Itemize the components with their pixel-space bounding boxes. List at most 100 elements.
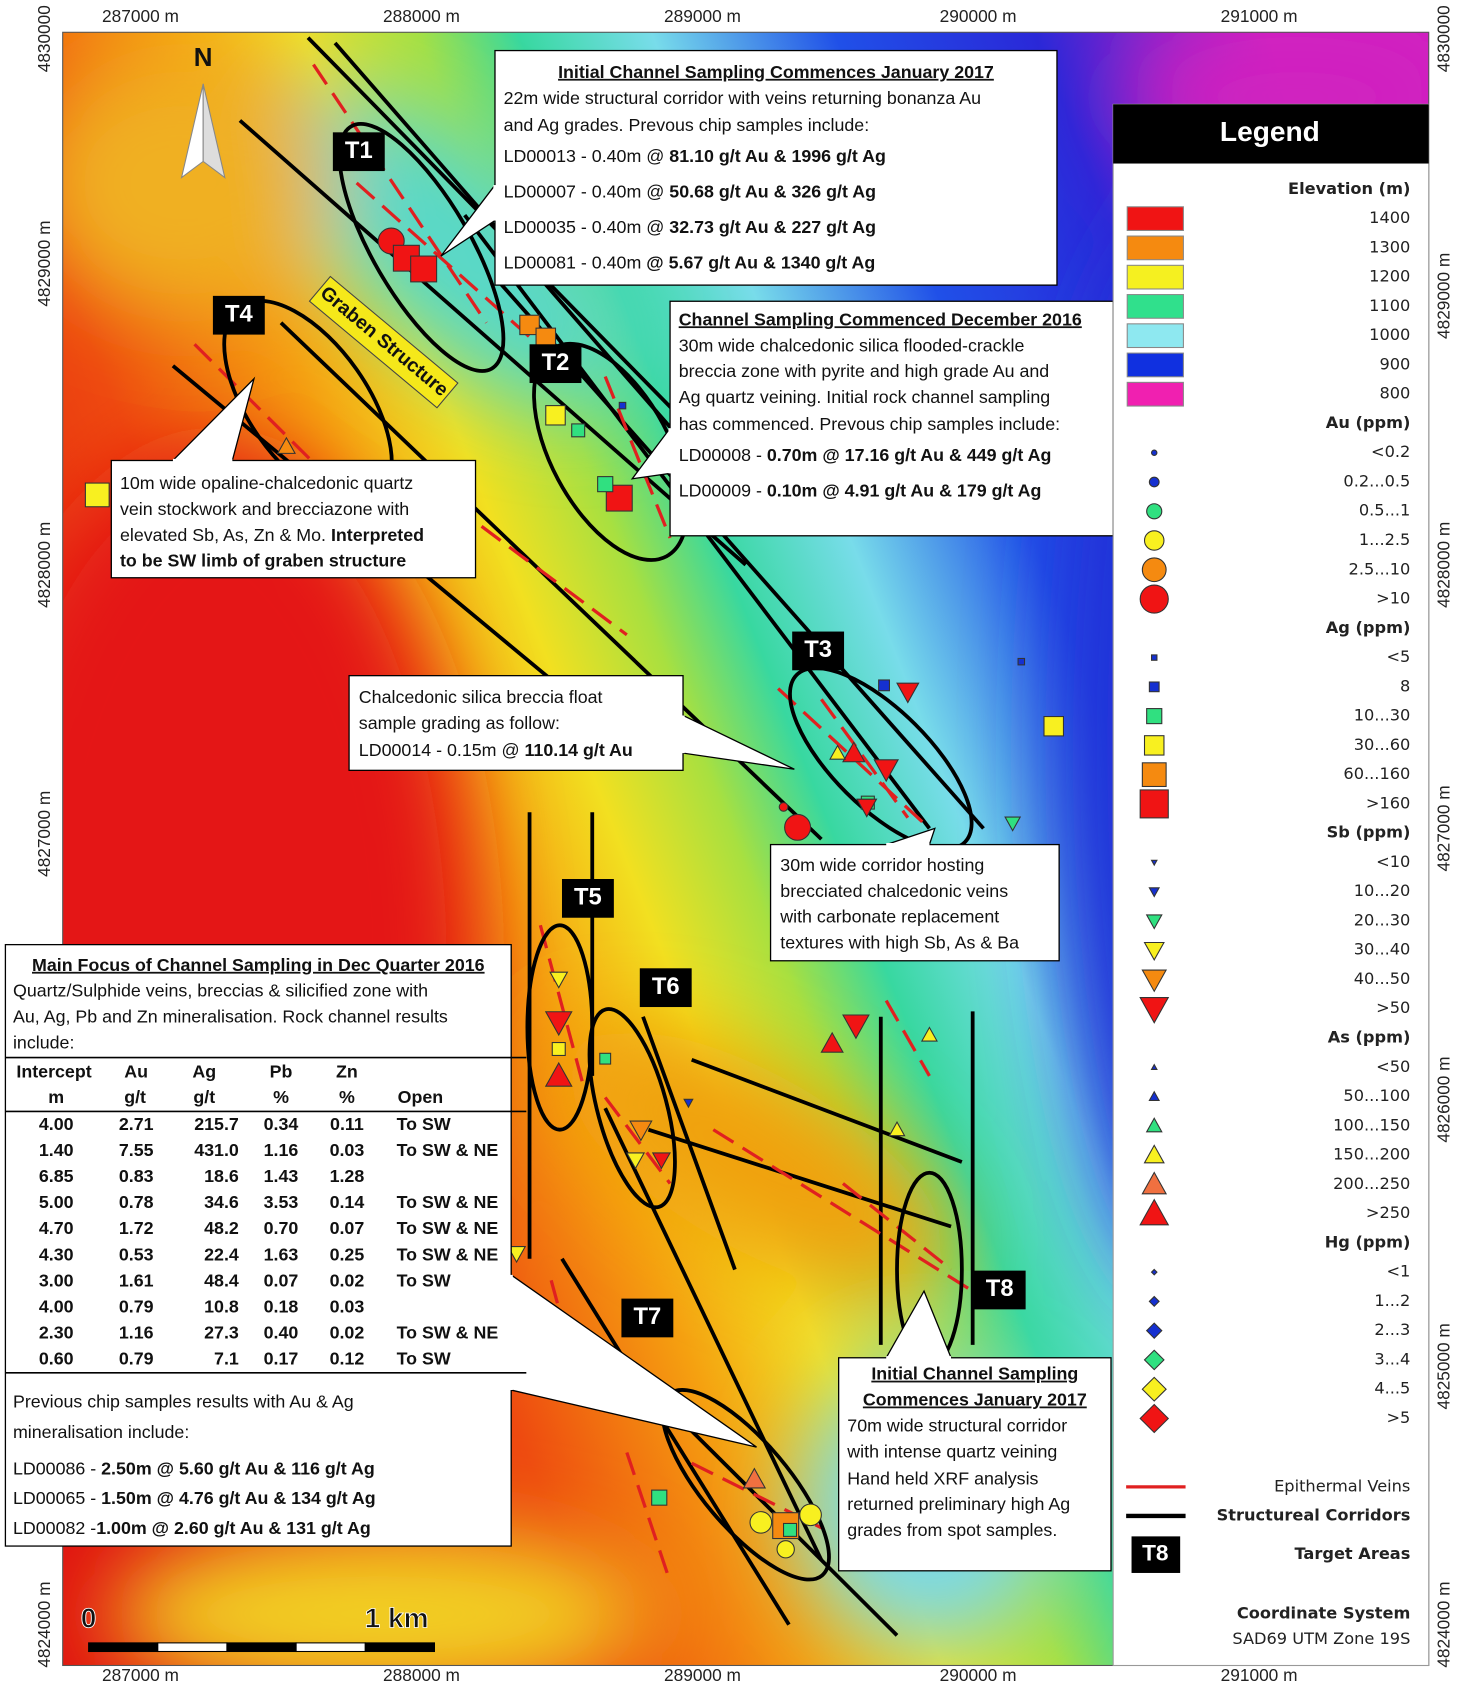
epithermal-vein bbox=[355, 181, 564, 368]
table-cell: 5.00 bbox=[39, 1192, 74, 1212]
legend-swatch bbox=[1126, 206, 1184, 231]
sample-symbol bbox=[545, 405, 566, 426]
sample-symbol bbox=[896, 682, 920, 704]
legend-label: <1 bbox=[1386, 1262, 1410, 1281]
table-cell: 1.16 bbox=[119, 1322, 154, 1342]
target-label: T2 bbox=[542, 350, 570, 376]
callout-bold-text: 1.00m @ 2.60 g/t Au & 131 g/t Ag bbox=[96, 1518, 371, 1538]
legend-symbol bbox=[1150, 449, 1158, 456]
table-cell: 2.71 bbox=[119, 1114, 154, 1134]
sample-symbol bbox=[544, 1061, 573, 1087]
y-axis-label: 4828000 m bbox=[1433, 522, 1453, 608]
table-cell: To SW & NE bbox=[397, 1218, 499, 1238]
sample-symbol bbox=[873, 759, 900, 783]
table-cell: 7.55 bbox=[119, 1140, 154, 1160]
target-outline bbox=[337, 122, 506, 373]
callout-line: LD00082 -1.00m @ 2.60 g/t Au & 131 g/t A… bbox=[13, 1518, 371, 1538]
callout-box bbox=[838, 1357, 1112, 1572]
target-label: T4 bbox=[225, 302, 254, 328]
callout-line: LD00081 - 0.40m @ 5.67 g/t Au & 1340 g/t… bbox=[504, 252, 876, 272]
callout-text: returned preliminary high Ag bbox=[847, 1494, 1070, 1514]
table-header: Ag bbox=[192, 1061, 216, 1081]
table-cell: 0.79 bbox=[119, 1296, 154, 1316]
epithermal-vein bbox=[712, 1128, 974, 1293]
sample-symbol bbox=[1004, 816, 1022, 832]
table-cell: 0.03 bbox=[330, 1140, 365, 1160]
callout-title: Initial Channel Sampling bbox=[871, 1364, 1078, 1384]
sample-symbol bbox=[829, 744, 847, 760]
sample-symbol bbox=[599, 1052, 612, 1065]
sample-symbol bbox=[1017, 657, 1026, 666]
table-cell: To SW bbox=[397, 1114, 451, 1134]
graben-label-box bbox=[308, 275, 459, 409]
legend-label: <50 bbox=[1376, 1057, 1410, 1076]
table-cell: 1.28 bbox=[330, 1166, 365, 1186]
structural-corridor bbox=[560, 1257, 791, 1626]
sample-symbol bbox=[742, 1467, 767, 1489]
table-cell: 1.63 bbox=[264, 1244, 299, 1264]
callout-text: Ag quartz veining. Initial rock channel … bbox=[679, 387, 1050, 407]
epithermal-vein bbox=[603, 375, 672, 539]
legend-symbol bbox=[1146, 503, 1163, 520]
main-focus-title: Main Focus of Channel Sampling in Dec Qu… bbox=[32, 955, 485, 975]
table-cell: 0.12 bbox=[330, 1348, 365, 1368]
legend-symbol bbox=[1139, 584, 1169, 614]
legend-symbol bbox=[1143, 1349, 1165, 1371]
callout-line: LD00035 - 0.40m @ 32.73 g/t Au & 227 g/t… bbox=[504, 217, 876, 237]
table-header: Pb bbox=[270, 1061, 293, 1081]
highland bbox=[62, 53, 335, 312]
callout-line: has commenced. Prevous chip samples incl… bbox=[679, 414, 1060, 434]
legend-header bbox=[1113, 104, 1429, 164]
callout-title: Channel Sampling Commenced December 2016 bbox=[679, 309, 1082, 329]
legend-section-title: Hg (ppm) bbox=[1325, 1232, 1411, 1251]
callout-text: 30m wide chalcedonic silica flooded-crac… bbox=[679, 335, 1025, 355]
scale-bar-segment bbox=[364, 1642, 435, 1653]
table-cell: 0.18 bbox=[264, 1296, 299, 1316]
table-cell: To SW & NE bbox=[397, 1192, 499, 1212]
table-cell: 4.00 bbox=[39, 1114, 74, 1134]
legend-section-title: Sb (ppm) bbox=[1327, 823, 1411, 842]
table-cell: 7.1 bbox=[214, 1348, 239, 1368]
y-axis-label: 4828000 m bbox=[34, 522, 54, 608]
epithermal-vein bbox=[841, 1182, 953, 1271]
table-cell: 22.4 bbox=[204, 1244, 239, 1264]
legend-symbol bbox=[1150, 654, 1158, 661]
legend-label: 1200 bbox=[1369, 267, 1410, 286]
callout-line: vein stockwork and brecciazone with bbox=[120, 499, 409, 519]
legend-symbol bbox=[1139, 1403, 1170, 1434]
table-cell: 1.40 bbox=[39, 1140, 74, 1160]
callout-text: has commenced. Prevous chip samples incl… bbox=[679, 414, 1060, 434]
legend-label: >50 bbox=[1376, 998, 1410, 1017]
legend-label: 900 bbox=[1379, 354, 1410, 373]
epithermal-vein bbox=[538, 924, 586, 1088]
table-cell: 1.43 bbox=[264, 1166, 299, 1186]
callout-box bbox=[4, 943, 512, 1547]
callout-line: breccia zone with pyrite and high grade … bbox=[679, 361, 1050, 381]
epithermal-vein bbox=[549, 1279, 586, 1400]
legend-label: 50...100 bbox=[1343, 1086, 1410, 1105]
main-focus-text: include: bbox=[13, 1032, 74, 1052]
legend-label: 10...20 bbox=[1354, 881, 1411, 900]
y-axis-label: 4824000 m bbox=[1433, 1582, 1453, 1668]
table-cell: To SW & NE bbox=[397, 1244, 499, 1264]
callout-text: LD00014 - 0.15m @ bbox=[359, 740, 525, 760]
legend-symbol bbox=[1148, 1295, 1160, 1308]
sample-symbol bbox=[625, 1152, 646, 1170]
callout-text: LD00081 - 0.40m bbox=[504, 252, 647, 272]
highland bbox=[108, 1527, 649, 1666]
structural-corridor bbox=[691, 1057, 963, 1164]
callout-line: 22m wide structural corridor with veins … bbox=[504, 88, 981, 108]
callout-line: LD00013 - 0.40m @ 81.10 g/t Au & 1996 g/… bbox=[504, 146, 886, 166]
callout-bold-text: 110.14 g/t Au bbox=[525, 740, 633, 760]
structural-corridor bbox=[603, 1107, 824, 1561]
legend-label: Target Areas bbox=[1294, 1544, 1410, 1563]
legend-label: >160 bbox=[1366, 793, 1410, 812]
x-axis-label: 291000 m bbox=[1221, 6, 1298, 26]
legend-symbol bbox=[1141, 1376, 1167, 1402]
target-label: T5 bbox=[574, 885, 602, 911]
north-label: N bbox=[194, 44, 213, 72]
callout-line: Ag quartz veining. Initial rock channel … bbox=[679, 387, 1050, 407]
legend-symbol bbox=[1141, 1171, 1168, 1195]
callout-box bbox=[769, 843, 1060, 962]
table-cell: 0.60 bbox=[39, 1348, 74, 1368]
